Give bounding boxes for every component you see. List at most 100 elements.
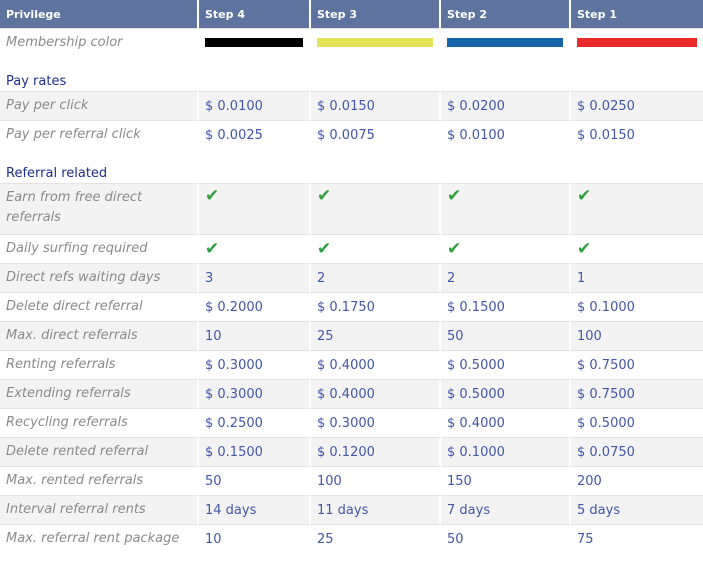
value-cell: $ 0.1000 xyxy=(441,437,571,466)
checkmark-icon: ✔ xyxy=(205,186,220,206)
value-cell: $ 0.0150 xyxy=(311,91,441,120)
row-label: Delete rented referral xyxy=(0,437,199,466)
checkmark-icon: ✔ xyxy=(577,186,592,206)
row-label: Recycling referrals xyxy=(0,408,199,437)
check-cell: ✔ xyxy=(311,234,441,263)
value-cell: $ 0.0200 xyxy=(441,91,571,120)
table-row: Daily surfing required ✔ ✔ ✔ ✔ xyxy=(0,234,703,263)
table-row: Pay per referral click $ 0.0025 $ 0.0075 $ … xyxy=(0,120,703,149)
value-cell: 7 days xyxy=(441,495,571,524)
value-cell: $ 0.1500 xyxy=(441,292,571,321)
value-cell: $ 0.1500 xyxy=(199,437,311,466)
checkmark-icon: ✔ xyxy=(317,238,332,259)
value-cell: 2 xyxy=(311,263,441,292)
membership-color-label: Membership color xyxy=(0,28,199,57)
table-row: Interval referral rents 14 days 11 days 7 d… xyxy=(0,495,703,524)
value-cell: 100 xyxy=(571,321,703,350)
value-cell: $ 0.7500 xyxy=(571,350,703,379)
checkmark-icon: ✔ xyxy=(317,186,332,206)
value-cell: 11 days xyxy=(311,495,441,524)
value-cell: $ 0.0150 xyxy=(571,120,703,149)
checkmark-icon: ✔ xyxy=(205,238,220,259)
header-step-2: Step 2 xyxy=(441,0,571,28)
value-cell: 200 xyxy=(571,466,703,495)
value-cell: $ 0.0750 xyxy=(571,437,703,466)
value-cell: 150 xyxy=(441,466,571,495)
color-cell xyxy=(441,28,571,57)
header-privilege: Privilege xyxy=(0,0,199,28)
value-cell: $ 0.0250 xyxy=(571,91,703,120)
check-cell: ✔ xyxy=(441,234,571,263)
value-cell: 2 xyxy=(441,263,571,292)
value-cell: $ 0.1200 xyxy=(311,437,441,466)
value-cell: $ 0.0100 xyxy=(441,120,571,149)
value-cell: 75 xyxy=(571,524,703,553)
value-cell: 3 xyxy=(199,263,311,292)
section-title: Pay rates xyxy=(0,57,703,91)
value-cell: $ 0.0075 xyxy=(311,120,441,149)
value-cell: $ 0.1000 xyxy=(571,292,703,321)
check-cell: ✔ xyxy=(441,183,571,234)
value-cell: 25 xyxy=(311,321,441,350)
value-cell: $ 0.2000 xyxy=(199,292,311,321)
color-swatch-step-1 xyxy=(577,37,697,47)
table-row: Max. rented referrals 50 100 150 200 xyxy=(0,466,703,495)
value-cell: $ 0.3000 xyxy=(199,379,311,408)
value-cell: 5 days xyxy=(571,495,703,524)
value-cell: $ 0.5000 xyxy=(441,350,571,379)
row-label: Pay per referral click xyxy=(0,120,199,149)
value-cell: $ 0.2500 xyxy=(199,408,311,437)
check-cell: ✔ xyxy=(571,183,703,234)
value-cell: 1 xyxy=(571,263,703,292)
table-row: Earn from free direct referrals ✔ ✔ ✔ ✔ xyxy=(0,183,703,234)
value-cell: $ 0.4000 xyxy=(311,350,441,379)
value-cell: $ 0.1750 xyxy=(311,292,441,321)
table-row: Delete direct referral $ 0.2000 $ 0.1750 $ … xyxy=(0,292,703,321)
check-cell: ✔ xyxy=(311,183,441,234)
value-cell: $ 0.0025 xyxy=(199,120,311,149)
value-cell: $ 0.5000 xyxy=(441,379,571,408)
value-cell: $ 0.4000 xyxy=(441,408,571,437)
table-row: Extending referrals $ 0.3000 $ 0.4000 $ 0.5… xyxy=(0,379,703,408)
row-label: Max. referral rent package xyxy=(0,524,199,553)
table-row: Delete rented referral $ 0.1500 $ 0.1200 $ … xyxy=(0,437,703,466)
table-row: Pay per click $ 0.0100 $ 0.0150 $ 0.0200 $ 0… xyxy=(0,91,703,120)
table-row: Max. referral rent package 10 25 50 75 xyxy=(0,524,703,553)
header-step-4: Step 4 xyxy=(199,0,311,28)
value-cell: 10 xyxy=(199,524,311,553)
value-cell: 50 xyxy=(199,466,311,495)
section-title: Referral related xyxy=(0,149,703,183)
checkmark-icon: ✔ xyxy=(447,238,462,259)
row-label: Earn from free direct referrals xyxy=(0,183,199,234)
table-row: Direct refs waiting days 3 2 2 1 xyxy=(0,263,703,292)
color-swatch-step-3 xyxy=(317,37,433,47)
check-cell: ✔ xyxy=(571,234,703,263)
value-cell: $ 0.3000 xyxy=(199,350,311,379)
row-label: Max. direct referrals xyxy=(0,321,199,350)
section-header: Referral related xyxy=(0,149,703,183)
value-cell: $ 0.3000 xyxy=(311,408,441,437)
row-label: Extending referrals xyxy=(0,379,199,408)
color-swatch-step-2 xyxy=(447,37,563,47)
table-row: Recycling referrals $ 0.2500 $ 0.3000 $ 0.4… xyxy=(0,408,703,437)
row-label: Pay per click xyxy=(0,91,199,120)
value-cell: 50 xyxy=(441,321,571,350)
header-step-3: Step 3 xyxy=(311,0,441,28)
value-cell: $ 0.7500 xyxy=(571,379,703,408)
row-label: Direct refs waiting days xyxy=(0,263,199,292)
color-cell xyxy=(311,28,441,57)
table-row: Max. direct referrals 10 25 50 100 xyxy=(0,321,703,350)
row-label: Delete direct referral xyxy=(0,292,199,321)
value-cell: $ 0.0100 xyxy=(199,91,311,120)
check-cell: ✔ xyxy=(199,183,311,234)
table-row: Renting referrals $ 0.3000 $ 0.4000 $ 0.500… xyxy=(0,350,703,379)
value-cell: $ 0.4000 xyxy=(311,379,441,408)
checkmark-icon: ✔ xyxy=(447,186,462,206)
value-cell: 100 xyxy=(311,466,441,495)
value-cell: $ 0.5000 xyxy=(571,408,703,437)
value-cell: 14 days xyxy=(199,495,311,524)
header-step-1: Step 1 xyxy=(571,0,703,28)
section-header: Pay rates xyxy=(0,57,703,91)
row-label: Interval referral rents xyxy=(0,495,199,524)
